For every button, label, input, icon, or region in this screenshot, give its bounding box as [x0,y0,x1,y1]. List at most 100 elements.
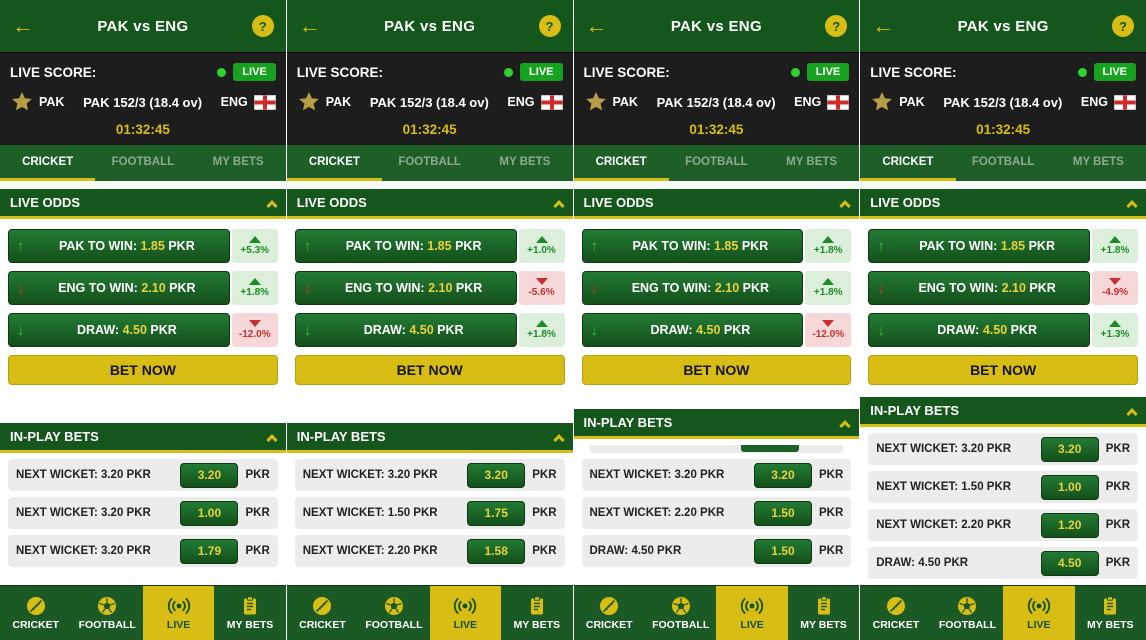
in-play-row[interactable]: NEXT WICKET: 3.20 PKR 3.20 PKR [581,459,852,491]
odds-row[interactable]: ↓ DRAW: 4.50 PKR +1.3% [868,313,1138,347]
in-play-odds-button[interactable]: 1.50 [753,500,812,526]
in-play-odds-button[interactable]: 4.50 [1040,550,1099,576]
nav-item-live[interactable]: LIVE [716,586,788,640]
help-button[interactable]: ? [1112,15,1134,37]
odds-row[interactable]: ↑ PAK TO WIN: 1.85 PKR +1.0% [294,229,565,263]
in-play-bets-header[interactable]: IN-PLAY BETS [286,423,573,453]
nav-item-cricket[interactable]: CRICKET [0,586,71,640]
in-play-row[interactable]: NEXT WICKET: 2.20 PKR 1.20 PKR [868,509,1138,541]
change-percent: -12.0% [812,329,845,340]
in-play-odds-button[interactable]: 1.50 [753,538,812,564]
tab-cricket[interactable]: CRICKET [0,145,96,181]
arrow-up-green-icon: ↑ [303,237,312,255]
tab-my-bets[interactable]: MY BETS [786,155,838,168]
tab-my-bets[interactable]: MY BETS [499,155,551,168]
in-play-bets-header[interactable]: IN-PLAY BETS [860,397,1146,427]
odds-row[interactable]: ↓ ENG TO WIN: 2.10 PKR +1.8% [581,271,852,305]
in-play-odds-button[interactable]: 1.79 [180,538,239,564]
tab-football[interactable]: FOOTBALL [398,155,461,168]
odds-row[interactable]: ↑ PAK TO WIN: 1.85 PKR +1.8% [868,229,1138,263]
back-arrow-icon[interactable]: ← [872,13,895,38]
nav-item-cricket[interactable]: CRICKET [287,586,358,640]
odds-row[interactable]: ↑ PAK TO WIN: 1.85 PKR +5.3% [8,229,278,263]
in-play-odds-button[interactable]: 3.20 [467,462,526,488]
in-play-odds-button[interactable]: 3.20 [1040,436,1099,462]
tab-my-bets[interactable]: MY BETS [1072,155,1124,168]
nav-item-my-bets[interactable]: MY BETS [788,586,859,640]
in-play-row[interactable]: NEXT WICKET: 3.20 PKR 3.20 PKR [8,459,278,491]
bet-now-button[interactable]: BET NOW [8,355,278,385]
odds-row[interactable]: ↓ ENG TO WIN: 2.10 PKR -5.6% [294,271,565,305]
nav-item-football[interactable]: FOOTBALL [645,586,716,640]
odds-row[interactable]: ↓ ENG TO WIN: 2.10 PKR -4.9% [868,271,1138,305]
back-arrow-icon[interactable]: ← [12,13,34,38]
in-play-row[interactable]: DRAW: 4.50 PKR 1.50 PKR [581,535,852,567]
nav-item-live[interactable]: LIVE [429,586,502,640]
nav-item-live[interactable]: LIVE [142,586,215,640]
help-button[interactable]: ? [538,15,561,37]
in-play-row[interactable]: NEXT WICKET: 1.50 PKR 1.75 PKR [294,497,565,529]
tab-cricket[interactable]: CRICKET [573,145,669,181]
back-arrow-icon[interactable]: ← [298,13,321,38]
in-play-row[interactable]: NEXT WICKET: 3.20 PKR 3.20 PKR [868,433,1138,465]
home-team-code: PAK [325,95,352,109]
odds-row[interactable]: ↑ PAK TO WIN: 1.85 PKR +1.8% [581,229,852,263]
in-play-row[interactable]: DRAW: 4.50 PKR 4.50 PKR [868,547,1138,579]
in-play-row[interactable]: NEXT WICKET: 2.20 PKR 1.50 PKR [581,497,852,529]
in-play-label: NEXT WICKET: 3.20 PKR [16,469,151,481]
help-button[interactable]: ? [825,15,848,37]
odds-row[interactable]: ↓ DRAW: 4.50 PKR -12.0% [8,313,278,347]
football-icon [96,595,118,617]
in-play-row[interactable]: NEXT WICKET: 3.20 PKR 1.00 PKR [8,497,278,529]
tab-cricket[interactable]: CRICKET [286,145,382,181]
live-odds-header[interactable]: LIVE ODDS [286,189,573,219]
help-button[interactable]: ? [251,15,274,37]
odds-label: PAK TO WIN: [632,239,711,253]
nav-item-football[interactable]: FOOTBALL [358,586,429,640]
in-play-odds-button[interactable]: 3.20 [180,462,239,488]
nav-item-live[interactable]: LIVE [1003,586,1075,640]
nav-item-my-bets[interactable]: MY BETS [501,586,572,640]
bet-now-button[interactable]: BET NOW [581,355,852,385]
odds-row[interactable]: ↓ DRAW: 4.50 PKR +1.8% [294,313,565,347]
in-play-row[interactable]: NEXT WICKET: 2.20 PKR 1.58 PKR [294,535,565,567]
in-play-odds-button[interactable]: 1.75 [467,500,526,526]
nav-item-my-bets[interactable]: MY BETS [214,586,285,640]
odds-value: 4.50 [409,323,434,337]
live-odds-header[interactable]: LIVE ODDS [573,189,860,219]
pakistan-star-icon [297,90,321,114]
in-play-odds-button[interactable]: 1.00 [180,500,239,526]
odds-row[interactable]: ↓ ENG TO WIN: 2.10 PKR +1.8% [8,271,278,305]
back-arrow-icon[interactable]: ← [585,13,608,38]
nav-item-my-bets[interactable]: MY BETS [1075,586,1146,640]
live-odds-header[interactable]: LIVE ODDS [860,189,1146,219]
in-play-odds-button[interactable]: 3.20 [753,462,812,488]
bet-now-button[interactable]: BET NOW [294,355,565,385]
nav-label: LIVE [166,619,191,631]
in-play-bets-header[interactable]: IN-PLAY BETS [573,409,860,439]
in-play-row[interactable]: NEXT WICKET: 3.20 PKR 3.20 PKR [294,459,565,491]
in-play-odds-button[interactable]: 1.58 [467,538,526,564]
in-play-row[interactable]: NEXT WICKET: 3.20 PKR 1.79 PKR [8,535,278,567]
tab-my-bets[interactable]: MY BETS [212,155,264,168]
tab-football[interactable]: FOOTBALL [971,155,1035,168]
in-play-row[interactable]: NEXT WICKET: 1.50 PKR 1.00 PKR [868,471,1138,503]
bet-now-button[interactable]: BET NOW [868,355,1138,385]
live-odds-header[interactable]: LIVE ODDS [0,189,286,219]
triangle-up-icon [535,320,548,327]
nav-item-football[interactable]: FOOTBALL [932,586,1003,640]
tab-football[interactable]: FOOTBALL [111,155,175,168]
nav-item-football[interactable]: FOOTBALL [71,586,142,640]
in-play-odds-button[interactable]: 1.00 [1040,474,1099,500]
in-play-label: NEXT WICKET: 2.20 PKR [876,519,1012,531]
in-play-bets-header[interactable]: IN-PLAY BETS [0,423,286,453]
in-play-bets-section: NEXT WICKET: 3.20 PKR 3.20 PKR NEXT WICK… [287,453,573,567]
tab-football[interactable]: FOOTBALL [685,155,748,168]
tab-cricket[interactable]: CRICKET [860,145,956,181]
nav-item-cricket[interactable]: CRICKET [574,586,645,640]
in-play-odds-button[interactable]: 1.20 [1040,512,1099,538]
nav-item-cricket[interactable]: CRICKET [860,586,931,640]
odds-row[interactable]: ↓ DRAW: 4.50 PKR -12.0% [581,313,852,347]
live-status-badge: LIVE [1093,63,1136,81]
live-status-badge: LIVE [233,63,276,81]
